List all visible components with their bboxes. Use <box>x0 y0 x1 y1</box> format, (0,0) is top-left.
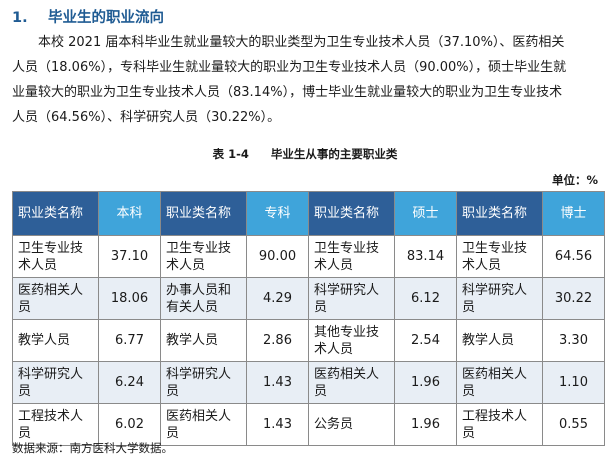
occupation-cell: 卫生专业技术人员 <box>456 235 543 278</box>
occupation-cell: 科学研究人员 <box>160 361 247 404</box>
percent-cell: 1.96 <box>394 403 457 446</box>
table-row: 医药相关人员 18.06 办事人员和有关人员 4.29 科学研究人员 6.12 … <box>12 277 605 320</box>
percent-cell: 90.00 <box>246 235 309 278</box>
percent-cell: 0.55 <box>542 403 605 446</box>
table-row: 教学人员 6.77 教学人员 2.86 其他专业技术人员 2.54 教学人员 3… <box>12 319 605 362</box>
header-cell: 职业类名称 <box>160 191 247 236</box>
occupation-cell: 科学研究人员 <box>12 361 99 404</box>
occupation-cell: 卫生专业技术人员 <box>12 235 99 278</box>
percent-cell: 6.77 <box>98 319 161 362</box>
percent-cell: 6.24 <box>98 361 161 404</box>
table-header-row: 职业类名称 本科 职业类名称 专科 职业类名称 硕士 职业类名称 博士 <box>12 191 605 236</box>
occupation-cell: 医药相关人员 <box>12 277 99 320</box>
percent-cell: 1.96 <box>394 361 457 404</box>
percent-cell: 64.56 <box>542 235 605 278</box>
percent-cell: 6.02 <box>98 403 161 446</box>
data-source-note: 数据来源：南方医科大学数据。 <box>12 441 173 455</box>
percent-cell: 3.30 <box>542 319 605 362</box>
header-cell: 职业类名称 <box>308 191 395 236</box>
occupation-cell: 科学研究人员 <box>456 277 543 320</box>
occupation-cell: 教学人员 <box>456 319 543 362</box>
paragraph-line: 人员（64.56%）、科学研究人员（30.22%）。 <box>12 110 281 125</box>
paragraph-line: 业量较大的职业为卫生专业技术人员（83.14%），博士毕业生就业量较大的职业为卫… <box>12 85 563 100</box>
header-cell: 职业类名称 <box>456 191 543 236</box>
section-title: 毕业生的职业流向 <box>48 10 164 26</box>
summary-paragraph: 本校 2021 届本科毕业生就业量较大的职业类型为卫生专业技术人员（37.10%… <box>12 30 602 130</box>
occupation-cell: 医药相关人员 <box>456 361 543 404</box>
occupation-cell: 医药相关人员 <box>160 403 247 446</box>
percent-cell: 4.29 <box>246 277 309 320</box>
occupation-cell: 医药相关人员 <box>308 361 395 404</box>
occupation-table: 职业类名称 本科 职业类名称 专科 职业类名称 硕士 职业类名称 博士 卫生专业… <box>12 191 605 446</box>
section-number: 1. <box>12 10 28 26</box>
table-row: 科学研究人员 6.24 科学研究人员 1.43 医药相关人员 1.96 医药相关… <box>12 361 605 404</box>
table-caption-title: 毕业生从事的主要职业类 <box>270 147 398 161</box>
occupation-cell: 科学研究人员 <box>308 277 395 320</box>
occupation-cell: 办事人员和有关人员 <box>160 277 247 320</box>
occupation-cell: 教学人员 <box>12 319 99 362</box>
occupation-cell: 教学人员 <box>160 319 247 362</box>
percent-cell: 2.86 <box>246 319 309 362</box>
percent-cell: 83.14 <box>394 235 457 278</box>
occupation-cell: 公务员 <box>308 403 395 446</box>
section-heading: 1. 毕业生的职业流向 <box>12 5 164 31</box>
table-caption: 表 1-4 毕业生从事的主要职业类 <box>0 146 610 162</box>
header-cell: 硕士 <box>394 191 457 236</box>
occupation-cell: 工程技术人员 <box>456 403 543 446</box>
table-row: 卫生专业技术人员 37.10 卫生专业技术人员 90.00 卫生专业技术人员 8… <box>12 235 605 278</box>
paragraph-line: 人员（18.06%），专科毕业生就业量较大的职业为卫生专业技术人员（90.00%… <box>12 60 567 75</box>
percent-cell: 2.54 <box>394 319 457 362</box>
header-cell: 博士 <box>542 191 605 236</box>
table-row: 工程技术人员 6.02 医药相关人员 1.43 公务员 1.96 工程技术人员 … <box>12 403 605 446</box>
percent-cell: 6.12 <box>394 277 457 320</box>
header-cell: 专科 <box>246 191 309 236</box>
table-unit: 单位：% <box>551 173 598 187</box>
header-cell: 职业类名称 <box>12 191 99 236</box>
header-cell: 本科 <box>98 191 161 236</box>
percent-cell: 37.10 <box>98 235 161 278</box>
table-caption-id: 表 1-4 <box>212 147 249 161</box>
occupation-cell: 卫生专业技术人员 <box>308 235 395 278</box>
paragraph-line: 本校 2021 届本科毕业生就业量较大的职业类型为卫生专业技术人员（37.10%… <box>38 35 565 50</box>
percent-cell: 1.43 <box>246 403 309 446</box>
occupation-cell: 工程技术人员 <box>12 403 99 446</box>
occupation-cell: 卫生专业技术人员 <box>160 235 247 278</box>
occupation-cell: 其他专业技术人员 <box>308 319 395 362</box>
percent-cell: 1.10 <box>542 361 605 404</box>
percent-cell: 18.06 <box>98 277 161 320</box>
percent-cell: 30.22 <box>542 277 605 320</box>
percent-cell: 1.43 <box>246 361 309 404</box>
